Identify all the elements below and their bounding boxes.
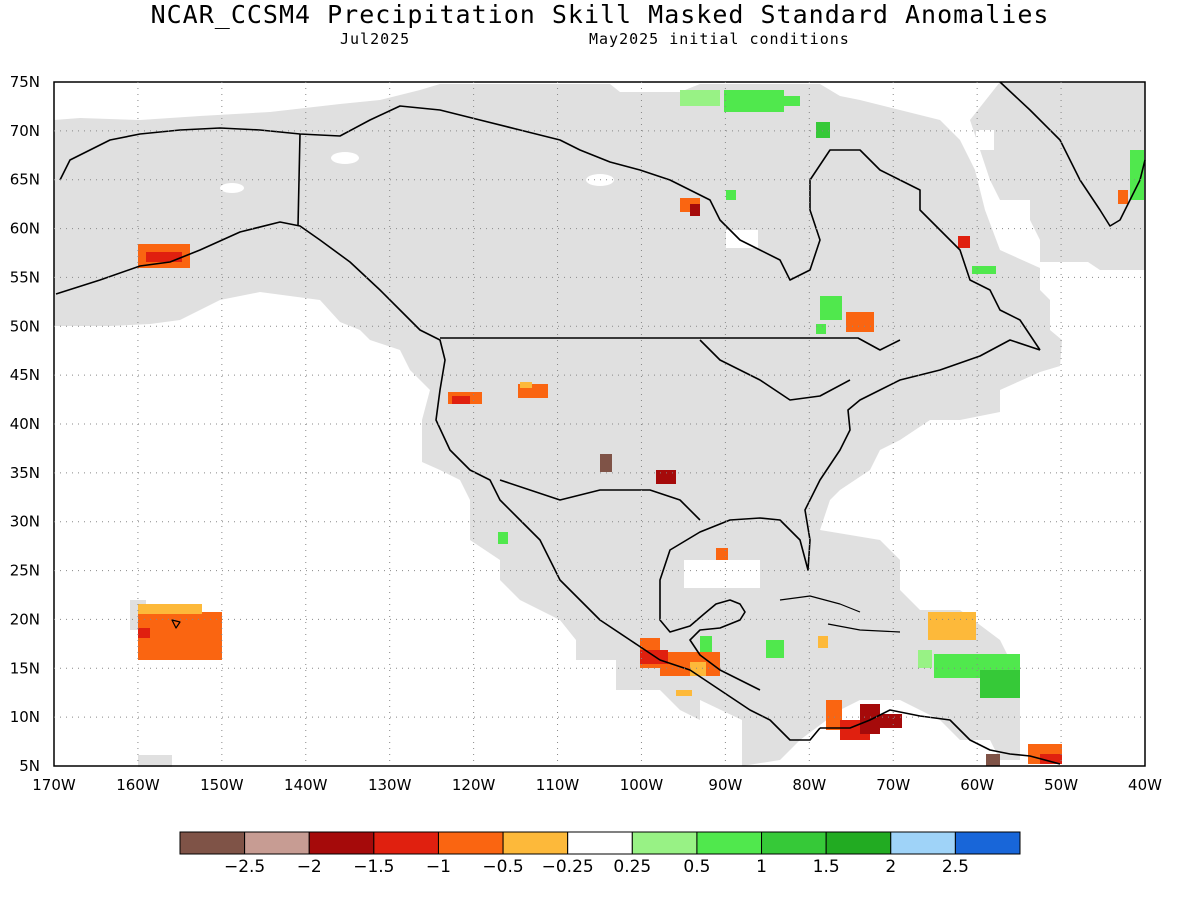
- anomaly-patch: [138, 612, 222, 660]
- graticule: [54, 82, 1145, 766]
- anomaly-patch: [146, 252, 182, 262]
- lat-label: 40N: [10, 415, 40, 433]
- lon-label: 110W: [536, 776, 580, 794]
- lon-label: 70W: [876, 776, 910, 794]
- anomaly-patch: [716, 548, 728, 560]
- colorbar-swatch: [308, 831, 375, 855]
- anomaly-patch: [818, 636, 828, 648]
- colorbar-swatch: [567, 831, 633, 855]
- anomaly-patch: [138, 628, 150, 638]
- colorbar-label: −2: [297, 857, 322, 877]
- longitude-labels: 170W 160W 150W 140W 130W 120W 110W 100W 90W 80W 70…: [32, 776, 1162, 794]
- anomaly-patch: [726, 190, 736, 200]
- lon-label: 80W: [792, 776, 826, 794]
- colorbar-label: 1: [756, 857, 767, 877]
- anomaly-patch: [680, 90, 720, 106]
- anomaly-patch: [656, 470, 676, 484]
- colorbar-label: −2.5: [224, 857, 265, 877]
- lon-label: 160W: [116, 776, 160, 794]
- anomaly-patch: [1040, 754, 1062, 764]
- anomaly-patch: [766, 640, 784, 658]
- anomaly-patch: [498, 532, 508, 544]
- anomaly-patch: [816, 122, 830, 138]
- lat-label: 10N: [10, 708, 40, 726]
- colorbar-swatch: [244, 831, 310, 855]
- anomaly-patch: [452, 396, 470, 404]
- anomaly-patch: [928, 612, 976, 640]
- lon-label: 150W: [200, 776, 244, 794]
- anomaly-patch: [520, 382, 532, 388]
- lon-label: 100W: [620, 776, 664, 794]
- lat-label: 45N: [10, 366, 40, 384]
- lat-label: 75N: [10, 73, 40, 91]
- lon-label: 90W: [708, 776, 742, 794]
- anomaly-patch: [1118, 190, 1128, 204]
- lon-label: 130W: [368, 776, 412, 794]
- anomaly-patch: [700, 636, 712, 652]
- anomaly-patch: [138, 604, 202, 614]
- colorbar-swatch: [696, 831, 763, 855]
- initial-conditions-label: May2025 initial conditions: [589, 30, 850, 48]
- lon-label: 140W: [284, 776, 328, 794]
- colorbar-swatch: [890, 831, 956, 855]
- anomaly-patch: [1130, 150, 1144, 200]
- lat-label: 5N: [19, 757, 40, 775]
- lat-label: 50N: [10, 317, 40, 335]
- colorbar-swatch: [825, 831, 892, 855]
- lat-label: 20N: [10, 610, 40, 628]
- anomaly-patch: [980, 670, 1020, 698]
- lat-label: 15N: [10, 659, 40, 677]
- anomaly-patch: [816, 324, 826, 334]
- anomaly-patch: [690, 662, 706, 676]
- anomaly-patch: [860, 704, 880, 734]
- lon-label: 120W: [452, 776, 496, 794]
- colorbar-label: −1: [426, 857, 451, 877]
- colorbar-swatch: [502, 831, 569, 855]
- colorbar-label: −0.25: [542, 857, 594, 877]
- anomaly-patch: [780, 96, 800, 106]
- anomaly-patch: [958, 236, 970, 248]
- anomaly-patch: [972, 266, 996, 274]
- lat-label: 70N: [10, 122, 40, 140]
- lon-label: 60W: [960, 776, 994, 794]
- map-title: NCAR_CCSM4 Precipitation Skill Masked St…: [150, 0, 1050, 29]
- lat-label: 60N: [10, 220, 40, 238]
- anomaly-patch: [986, 754, 1000, 766]
- lat-label: 65N: [10, 171, 40, 189]
- anomaly-patch: [724, 90, 784, 112]
- colorbar-label: 2.5: [942, 857, 969, 877]
- anomaly-patch: [600, 454, 612, 472]
- target-month-label: Jul2025: [340, 30, 411, 48]
- lat-label: 25N: [10, 562, 40, 580]
- colorbar-swatch: [954, 831, 1021, 855]
- colorbar-label: 0.5: [683, 857, 710, 877]
- lon-label: 170W: [32, 776, 76, 794]
- anomaly-patch: [846, 312, 874, 332]
- colorbar-label: 0.25: [613, 857, 651, 877]
- latitude-labels: 75N 70N 65N 60N 55N 50N 45N 40N 35N 30N 25N 20N 15N 1…: [10, 73, 40, 775]
- colorbar-label: 2: [885, 857, 896, 877]
- anomaly-patch: [880, 714, 902, 728]
- colorbar-label: −0.5: [482, 857, 523, 877]
- colorbar-swatch: [437, 831, 504, 855]
- colorbar: −2.5 −2 −1.5 −1 −0.5 −0.25 0.25 0.5 1 1.5 2 2.5: [179, 831, 1021, 877]
- colorbar-swatch: [761, 831, 827, 855]
- lon-label: 40W: [1128, 776, 1162, 794]
- anomaly-patch: [918, 650, 932, 668]
- lat-label: 55N: [10, 268, 40, 286]
- lat-label: 35N: [10, 464, 40, 482]
- anomaly-patch: [826, 700, 842, 730]
- colorbar-swatch: [631, 831, 698, 855]
- lat-label: 30N: [10, 513, 40, 531]
- coastlines-and-borders: [55, 81, 1146, 765]
- colorbar-swatch: [373, 831, 439, 855]
- lon-label: 50W: [1044, 776, 1078, 794]
- colorbar-label: −1.5: [353, 857, 394, 877]
- anomaly-patch: [690, 204, 700, 216]
- colorbar-label: 1.5: [813, 857, 840, 877]
- colorbar-swatch: [179, 831, 246, 855]
- anomaly-patch: [676, 690, 692, 696]
- anomaly-patch: [820, 296, 842, 320]
